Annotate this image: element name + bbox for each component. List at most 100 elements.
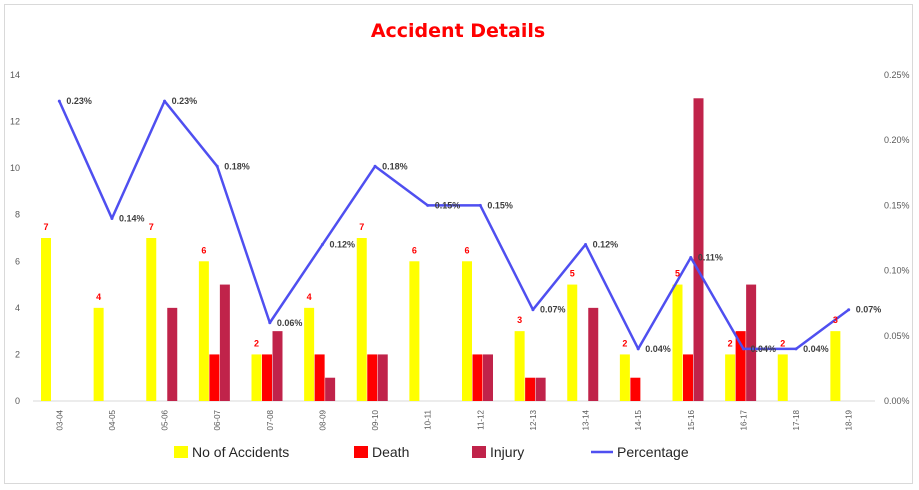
percentage-point: [794, 347, 798, 351]
percentage-line: [58, 99, 850, 351]
percentage-point: [373, 164, 377, 168]
bar-no-of-accidents: [409, 261, 420, 401]
bar-no-of-accidents: [619, 354, 630, 401]
percentage-label: 0.18%: [224, 161, 250, 171]
accident-count-label: 5: [675, 269, 680, 279]
legend: No of Accidents Death Injury Percentage: [174, 444, 689, 460]
x-tick-label: 18-19: [845, 409, 854, 430]
data-labels: 7 4 7 6 2 4 7 6 6 3 5 2 5 2 2 3 0.23% 0.14% 0.23% 0.18% 0.06…: [43, 96, 881, 354]
y2-tick-label: 0.05%: [884, 331, 910, 341]
accident-count-label: 6: [201, 245, 206, 255]
y-axis-ticks: 0 2 4 6 8 10 12 14: [10, 70, 20, 406]
bar-no-of-accidents: [567, 284, 578, 401]
percentage-point: [584, 243, 588, 247]
accident-count-label: 3: [517, 315, 522, 325]
bar-no-of-accidents: [462, 261, 472, 401]
bar-death: [314, 354, 325, 401]
accident-count-label: 6: [412, 245, 417, 255]
legend-death-label: Death: [372, 444, 409, 460]
percentage-label: 0.07%: [856, 305, 882, 315]
accident-count-label: 2: [622, 338, 627, 348]
legend-injury-label: Injury: [490, 444, 524, 460]
y-tick-label: 14: [10, 70, 20, 80]
x-tick-label: 12-13: [529, 409, 538, 430]
x-tick-label: 04-05: [108, 409, 117, 430]
percentage-label: 0.07%: [540, 305, 566, 315]
accident-count-label: 2: [254, 338, 259, 348]
percentage-label: 0.15%: [435, 200, 461, 210]
x-tick-label: 16-17: [739, 409, 748, 430]
percentage-point: [320, 243, 324, 247]
bar-injury: [219, 284, 230, 401]
percentage-label: 0.14%: [119, 213, 145, 223]
percentage-label: 0.18%: [382, 161, 408, 171]
bar-death: [367, 354, 378, 401]
x-tick-label: 09-10: [371, 409, 380, 430]
accident-count-label: 7: [43, 222, 48, 232]
legend-no-of-accidents-swatch: [174, 446, 188, 458]
chart-title: Accident Details: [371, 20, 545, 42]
percentage-point: [531, 308, 535, 312]
y-tick-label: 0: [15, 396, 20, 406]
accident-count-label: 5: [570, 269, 575, 279]
x-tick-label: 08-09: [318, 409, 327, 430]
percentage-point: [426, 203, 430, 207]
bars-group: [41, 98, 841, 402]
bar-injury: [746, 284, 757, 401]
percentage-label: 0.15%: [487, 200, 513, 210]
x-tick-label: 07-08: [266, 409, 275, 430]
y2-tick-label: 0.00%: [884, 396, 910, 406]
bar-death: [525, 377, 536, 401]
bar-no-of-accidents: [725, 354, 736, 401]
accident-count-label: 4: [96, 292, 101, 302]
x-axis-ticks: 03-04 04-05 05-06 06-07 07-08 08-09 09-10 10-11…: [55, 409, 853, 430]
percentage-point: [163, 99, 167, 103]
y-tick-label: 2: [15, 349, 20, 359]
accident-count-label: 6: [464, 245, 469, 255]
bar-death: [472, 354, 483, 401]
bar-no-of-accidents: [514, 331, 525, 401]
x-tick-label: 11-12: [476, 409, 485, 429]
y-tick-label: 8: [15, 210, 20, 220]
y2-tick-label: 0.20%: [884, 135, 910, 145]
percentage-label: 0.11%: [698, 253, 723, 263]
bar-injury: [377, 354, 388, 401]
percentage-point: [847, 308, 851, 312]
accident-count-label: 7: [359, 222, 364, 232]
accident-count-label: 2: [728, 338, 733, 348]
y2-tick-label: 0.10%: [884, 266, 910, 276]
bar-no-of-accidents: [251, 354, 262, 401]
x-tick-label: 06-07: [213, 409, 222, 430]
percentage-label: 0.23%: [66, 96, 92, 106]
accident-count-label: 7: [149, 222, 154, 232]
percentage-label: 0.12%: [329, 240, 355, 250]
legend-percentage-label: Percentage: [617, 444, 689, 460]
percentage-point: [215, 164, 219, 168]
percentage-point: [110, 216, 114, 220]
y-tick-label: 10: [10, 163, 20, 173]
percentage-label: 0.06%: [277, 318, 303, 328]
bar-injury: [535, 377, 546, 401]
bar-death: [735, 331, 746, 401]
bar-injury: [693, 98, 704, 402]
bar-no-of-accidents: [830, 331, 841, 401]
percentage-label: 0.04%: [803, 344, 829, 354]
x-tick-label: 13-14: [582, 409, 591, 430]
bar-death: [630, 377, 641, 401]
bar-injury: [272, 331, 283, 401]
percentage-point: [689, 256, 693, 260]
x-tick-label: 17-18: [792, 409, 801, 430]
x-tick-label: 05-06: [161, 409, 170, 430]
bar-no-of-accidents: [304, 307, 315, 401]
percentage-label: 0.23%: [172, 96, 198, 106]
percentage-point: [741, 347, 745, 351]
percentage-point: [268, 321, 272, 325]
accident-count-label: 3: [833, 315, 838, 325]
bar-injury: [483, 354, 493, 401]
legend-injury-swatch: [472, 446, 486, 458]
y2-tick-label: 0.15%: [884, 200, 910, 210]
y2-axis-ticks: 0.00% 0.05% 0.10% 0.15% 0.20% 0.25%: [884, 70, 910, 406]
bar-no-of-accidents: [41, 238, 51, 401]
bar-death: [209, 354, 220, 401]
